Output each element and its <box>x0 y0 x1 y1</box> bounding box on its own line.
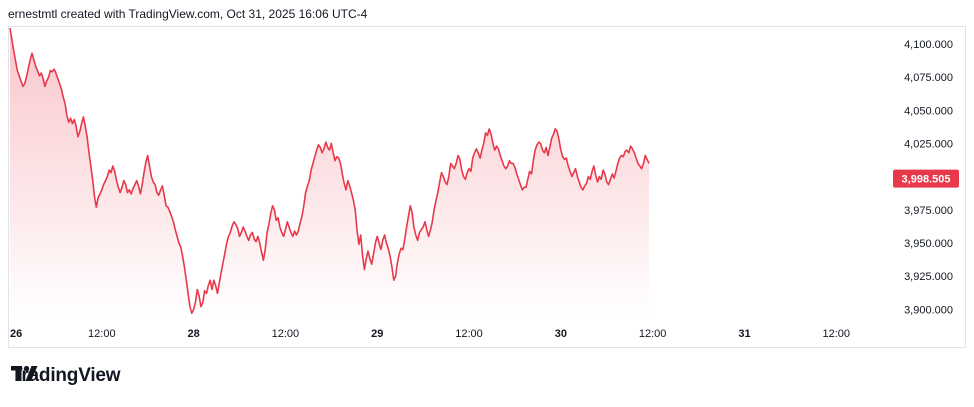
y-tick-label: 4,050.000 <box>904 105 953 117</box>
y-tick-label: 4,075.000 <box>904 72 953 84</box>
y-tick-label: 3,900.000 <box>904 304 953 316</box>
x-tick-label: 12:00 <box>639 328 667 340</box>
y-tick-label: 3,950.000 <box>904 238 953 250</box>
y-tick-label: 4,100.000 <box>904 39 953 51</box>
y-tick-label: 3,925.000 <box>904 271 953 283</box>
y-tick-label: 4,025.000 <box>904 138 953 150</box>
x-tick-label: 12:00 <box>272 328 300 340</box>
tradingview-logo-text: TradingView <box>11 365 121 386</box>
x-tick-label: 12:00 <box>822 328 850 340</box>
chart-attribution: ernestmtl created with TradingView.com, … <box>8 7 368 21</box>
x-tick-label: 28 <box>187 328 199 340</box>
x-tick-label: 29 <box>371 328 383 340</box>
price-chart[interactable]: 4,100.0004,075.0004,050.0004,025.0004,00… <box>0 0 974 350</box>
price-area-fill <box>10 28 649 316</box>
tradingview-logo[interactable]: TradingView <box>11 365 121 387</box>
x-tick-label: 26 <box>10 328 22 340</box>
last-price-badge: 3,998.505 <box>893 169 959 188</box>
x-axis: 26 12:00 28 12:00 29 12:00 30 12:00 31 12:00 <box>10 328 850 340</box>
price-line <box>9 27 650 315</box>
x-tick-label: 12:00 <box>88 328 116 340</box>
x-tick-label: 30 <box>555 328 567 340</box>
x-tick-label: 12:00 <box>455 328 483 340</box>
y-tick-label: 3,975.000 <box>904 205 953 217</box>
x-tick-label: 31 <box>738 328 750 340</box>
tradingview-logo-icon <box>11 365 38 381</box>
last-price-label: 3,998.505 <box>902 174 951 186</box>
